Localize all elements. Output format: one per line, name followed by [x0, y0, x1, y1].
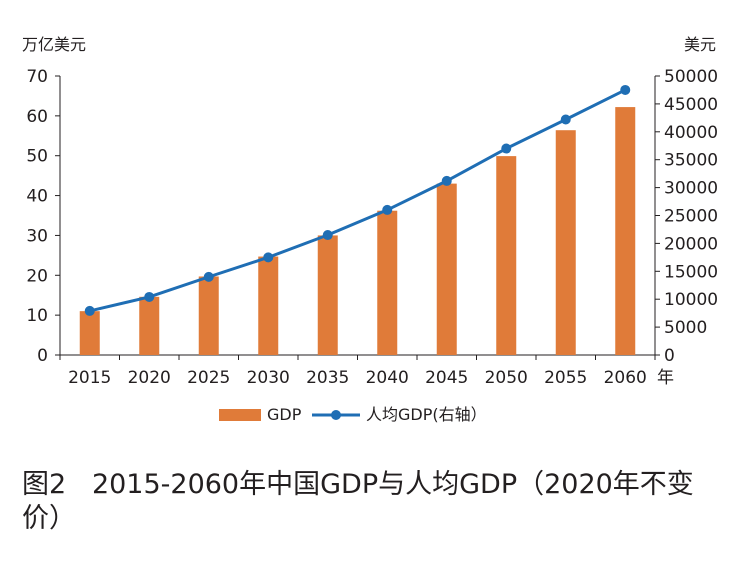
- left-tick-label: 70: [26, 67, 48, 87]
- left-axis-unit-label: 万亿美元: [22, 35, 86, 54]
- left-tick-label: 10: [26, 306, 48, 326]
- gdp-bar: [555, 130, 576, 355]
- legend: GDP 人均GDP(右轴）: [219, 405, 487, 424]
- right-tick-label: 40000: [664, 123, 718, 143]
- left-tick-label: 60: [26, 107, 48, 127]
- per-capita-gdp-point: [84, 305, 95, 316]
- left-tick-label: 30: [26, 226, 48, 246]
- right-tick-label: 5000: [664, 318, 707, 338]
- x-tick-label: 2055: [544, 368, 587, 388]
- x-tick-label: 2060: [604, 368, 647, 388]
- right-tick-label: 25000: [664, 207, 718, 227]
- gdp-bars: [79, 107, 636, 356]
- per-capita-gdp-point: [203, 271, 214, 282]
- x-tick-label: 2040: [366, 368, 409, 388]
- right-tick-label: 35000: [664, 151, 718, 171]
- gdp-bar: [79, 311, 100, 355]
- gdp-bar: [615, 107, 636, 356]
- gdp-bar: [198, 276, 219, 355]
- legend-gdp-swatch: [219, 409, 261, 421]
- x-tick-label: 2030: [247, 368, 290, 388]
- right-tick-label: 10000: [664, 290, 718, 310]
- x-axis-suffix: 年: [657, 368, 674, 388]
- gdp-bar: [317, 235, 338, 355]
- left-tick-label: 50: [26, 147, 48, 167]
- figure-caption-text: 2015-2060年中国GDP与人均GDP（2020年不变价）: [22, 469, 694, 534]
- right-tick-label: 0: [664, 346, 675, 366]
- per-capita-gdp-point: [560, 114, 571, 125]
- left-tick-label: 40: [26, 187, 48, 207]
- legend-per-capita-label: 人均GDP(右轴）: [366, 405, 487, 424]
- per-capita-gdp-point: [441, 175, 452, 186]
- x-tick-label: 2020: [128, 368, 171, 388]
- caption-gap: [66, 469, 92, 500]
- left-axis-ticks: 0 10 20 30 40 50 60 70: [26, 67, 60, 366]
- per-capita-gdp-point: [620, 84, 631, 95]
- per-capita-gdp-point: [382, 204, 393, 215]
- x-tick-label: 2035: [306, 368, 349, 388]
- right-tick-label: 30000: [664, 179, 718, 199]
- per-capita-gdp-point: [263, 252, 274, 263]
- right-tick-label: 15000: [664, 262, 718, 282]
- left-tick-label: 20: [26, 266, 48, 286]
- right-axis-unit-label: 美元: [684, 35, 716, 54]
- x-tick-label: 2045: [425, 368, 468, 388]
- per-capita-gdp-point: [322, 230, 333, 241]
- legend-per-capita-swatch-marker: [331, 410, 341, 420]
- x-tick-label: 2015: [68, 368, 111, 388]
- gdp-bar: [377, 210, 398, 355]
- x-axis-ticks: 2015 2020 2025 2030 2035 2040 2045 2050 2055 2060…: [59, 355, 674, 388]
- per-capita-gdp-point: [144, 291, 155, 302]
- x-tick-label: 2025: [187, 368, 230, 388]
- gdp-bar: [436, 183, 457, 355]
- figure-caption: 图2 2015-2060年中国GDP与人均GDP（2020年不变价）: [22, 468, 722, 536]
- gdp-bar: [258, 256, 279, 355]
- left-tick-label: 0: [37, 346, 48, 366]
- right-tick-label: 50000: [664, 67, 718, 87]
- gdp-bar: [496, 156, 517, 355]
- gdp-bar: [139, 296, 160, 355]
- per-capita-gdp-line: [89, 88, 626, 313]
- per-capita-line-layer: [84, 84, 631, 316]
- figure-number: 图2: [22, 469, 67, 500]
- right-tick-label: 20000: [664, 234, 718, 254]
- x-tick-label: 2050: [485, 368, 528, 388]
- legend-gdp-label: GDP: [267, 405, 302, 424]
- right-tick-label: 45000: [664, 95, 718, 115]
- right-axis-ticks: 0 5000 10000 15000 20000 25000 30000 35000 40000…: [655, 67, 718, 366]
- per-capita-gdp-point: [501, 143, 512, 154]
